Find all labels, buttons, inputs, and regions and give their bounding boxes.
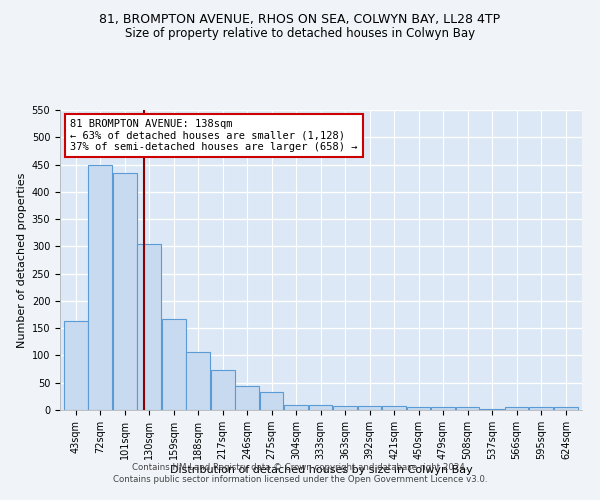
Bar xyxy=(358,406,382,410)
Bar xyxy=(480,409,504,410)
Bar xyxy=(455,408,479,410)
Text: 81 BROMPTON AVENUE: 138sqm
← 63% of detached houses are smaller (1,128)
37% of s: 81 BROMPTON AVENUE: 138sqm ← 63% of deta… xyxy=(70,119,358,152)
Y-axis label: Number of detached properties: Number of detached properties xyxy=(17,172,28,348)
Text: Size of property relative to detached houses in Colwyn Bay: Size of property relative to detached ho… xyxy=(125,28,475,40)
Bar xyxy=(505,408,529,410)
Bar xyxy=(64,321,88,410)
Bar xyxy=(113,172,137,410)
Text: 81, BROMPTON AVENUE, RHOS ON SEA, COLWYN BAY, LL28 4TP: 81, BROMPTON AVENUE, RHOS ON SEA, COLWYN… xyxy=(100,12,500,26)
Text: Contains HM Land Registry data © Crown copyright and database right 2024.: Contains HM Land Registry data © Crown c… xyxy=(132,464,468,472)
Bar xyxy=(161,320,185,410)
Bar xyxy=(137,244,161,410)
Bar xyxy=(407,408,430,410)
Bar xyxy=(186,352,210,410)
X-axis label: Distribution of detached houses by size in Colwyn Bay: Distribution of detached houses by size … xyxy=(170,465,472,475)
Bar xyxy=(235,386,259,410)
Bar xyxy=(260,392,283,410)
Bar xyxy=(308,404,332,410)
Bar xyxy=(284,404,308,410)
Bar xyxy=(382,406,406,410)
Bar xyxy=(554,408,578,410)
Text: Contains public sector information licensed under the Open Government Licence v3: Contains public sector information licen… xyxy=(113,475,487,484)
Bar xyxy=(211,370,235,410)
Bar xyxy=(431,408,455,410)
Bar xyxy=(529,408,553,410)
Bar xyxy=(88,164,112,410)
Bar xyxy=(333,406,357,410)
